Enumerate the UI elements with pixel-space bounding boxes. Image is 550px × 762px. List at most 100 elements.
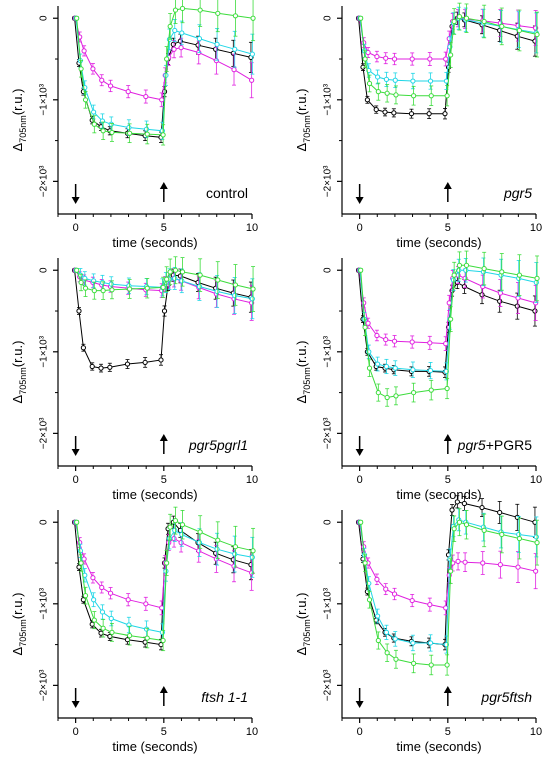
data-point bbox=[446, 300, 452, 306]
data-point bbox=[82, 97, 89, 103]
y-axis-label-subscript: 705nm bbox=[18, 619, 28, 647]
down-arrow-icon bbox=[355, 184, 364, 204]
data-point bbox=[74, 519, 80, 525]
data-point bbox=[171, 46, 177, 52]
y-tick-label: −2×10³ bbox=[323, 669, 334, 701]
data-point bbox=[451, 18, 457, 25]
data-point bbox=[516, 535, 523, 542]
data-point bbox=[479, 504, 485, 511]
data-point bbox=[196, 283, 203, 290]
data-point bbox=[249, 77, 255, 83]
y-tick-label: −1×10³ bbox=[39, 587, 50, 619]
panel-2: 0 5 10 time (seconds) 0 −1×10³ −2×10³ Δ705nm(r.… bbox=[294, 2, 542, 250]
y-axis-label-unit: (r.u.) bbox=[10, 341, 25, 368]
panel-label: ftsh 1-1 bbox=[201, 689, 248, 705]
x-tick-label: 10 bbox=[530, 726, 542, 738]
data-point bbox=[231, 67, 237, 73]
y-axis-label: Δ705nm(r.u.) bbox=[10, 89, 28, 152]
data-point bbox=[109, 287, 115, 293]
data-point bbox=[444, 385, 450, 392]
panel-label-suffix: +PGR5 bbox=[486, 437, 533, 453]
data-point bbox=[196, 36, 203, 42]
data-point bbox=[373, 106, 379, 113]
data-point bbox=[374, 576, 380, 582]
x-tick-label: 0 bbox=[357, 474, 363, 486]
data-point bbox=[427, 602, 433, 608]
data-point bbox=[74, 267, 80, 273]
data-point bbox=[391, 338, 398, 344]
x-axis-label: time (seconds) bbox=[112, 739, 197, 754]
data-point bbox=[76, 308, 82, 314]
data-point bbox=[375, 389, 381, 396]
data-point bbox=[427, 367, 434, 374]
data-point bbox=[143, 126, 150, 132]
arrow-head bbox=[71, 701, 80, 708]
y-axis-label-unit: (r.u.) bbox=[294, 341, 309, 368]
data-point bbox=[428, 93, 434, 99]
data-point bbox=[98, 365, 104, 371]
data-point bbox=[462, 559, 468, 565]
data-point bbox=[179, 269, 186, 275]
data-point bbox=[172, 527, 178, 533]
up-arrow-icon bbox=[159, 686, 168, 706]
data-point bbox=[451, 526, 457, 532]
series-2 bbox=[356, 519, 539, 616]
data-point bbox=[250, 15, 256, 21]
data-point bbox=[143, 601, 149, 607]
data-point bbox=[214, 41, 220, 47]
data-point bbox=[384, 394, 390, 401]
data-point bbox=[449, 507, 455, 513]
data-point bbox=[448, 52, 454, 58]
data-point bbox=[533, 300, 539, 306]
arrow-head bbox=[71, 197, 80, 204]
up-arrow-icon bbox=[443, 182, 452, 202]
data-point bbox=[364, 97, 370, 103]
y-axis-label-subscript: 705nm bbox=[18, 367, 28, 395]
panel-label: pgr5pgrl1 bbox=[188, 437, 248, 453]
data-point bbox=[108, 121, 114, 127]
data-point bbox=[160, 284, 166, 290]
data-point bbox=[80, 597, 86, 603]
data-point bbox=[481, 266, 487, 272]
data-point bbox=[197, 7, 203, 13]
arrow-head bbox=[159, 434, 168, 441]
data-point bbox=[366, 597, 373, 603]
data-point bbox=[427, 640, 434, 646]
data-point bbox=[215, 537, 221, 543]
data-point bbox=[90, 575, 96, 581]
data-point bbox=[374, 53, 380, 60]
panel-5: 0 5 10 time (seconds) 0 −1×10³ −2×10³ Δ705nm(r.… bbox=[10, 506, 258, 754]
y-tick-label: −2×10³ bbox=[39, 669, 50, 701]
data-point bbox=[516, 27, 523, 34]
data-point bbox=[91, 109, 97, 115]
data-point bbox=[392, 77, 398, 83]
data-point bbox=[516, 272, 523, 278]
data-point bbox=[382, 109, 388, 115]
data-point bbox=[124, 637, 131, 643]
y-axis-label: Δ705nm(r.u.) bbox=[294, 341, 312, 404]
data-point bbox=[197, 272, 203, 278]
down-arrow-icon bbox=[355, 688, 364, 708]
data-point bbox=[170, 41, 176, 47]
data-point bbox=[78, 279, 84, 286]
data-point bbox=[442, 111, 448, 117]
y-axis-label-main: Δ bbox=[10, 394, 25, 403]
data-point bbox=[534, 275, 540, 281]
data-point bbox=[499, 23, 505, 29]
data-point bbox=[214, 546, 220, 552]
data-point bbox=[126, 124, 132, 131]
data-point bbox=[107, 590, 114, 596]
data-point bbox=[213, 58, 219, 64]
data-point bbox=[127, 286, 133, 292]
data-point bbox=[91, 617, 97, 623]
data-point bbox=[74, 15, 80, 21]
x-tick-label: 10 bbox=[530, 474, 542, 486]
data-point bbox=[393, 656, 399, 662]
down-arrow-icon bbox=[71, 436, 80, 456]
data-point bbox=[499, 531, 505, 538]
data-point bbox=[392, 365, 398, 371]
data-point bbox=[179, 522, 186, 528]
data-point bbox=[411, 93, 417, 99]
data-point bbox=[142, 359, 148, 366]
